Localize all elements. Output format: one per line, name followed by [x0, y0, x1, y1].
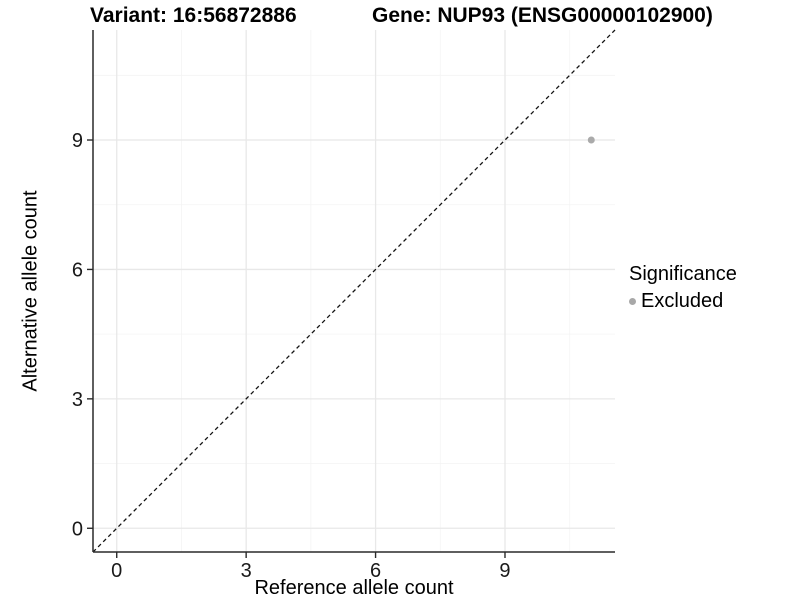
- identity-dashed-line: [92, 29, 616, 553]
- x-tick-label: 0: [111, 560, 122, 582]
- x-tick-label: 9: [499, 560, 510, 582]
- y-tick-label: 3: [72, 389, 83, 411]
- variant-title: Variant: 16:56872886: [90, 4, 297, 27]
- gene-title: Gene: NUP93 (ENSG00000102900): [372, 4, 713, 27]
- legend-entry-label: Excluded: [641, 290, 724, 312]
- legend-title: Significance: [629, 263, 737, 285]
- y-tick-label: 6: [72, 259, 83, 281]
- excluded-point-icon: [629, 297, 636, 305]
- legend: Significance Excluded: [629, 262, 737, 313]
- x-axis-title: Reference allele count: [254, 577, 454, 599]
- data-point-excluded: [587, 136, 595, 144]
- x-tick-label: 3: [241, 560, 252, 582]
- y-tick-label: 0: [72, 518, 83, 540]
- legend-entry-excluded: Excluded: [629, 289, 737, 313]
- y-axis-title: Alternative allele count: [19, 190, 42, 392]
- y-tick-label: 9: [72, 130, 83, 152]
- x-tick-label: 6: [370, 560, 381, 582]
